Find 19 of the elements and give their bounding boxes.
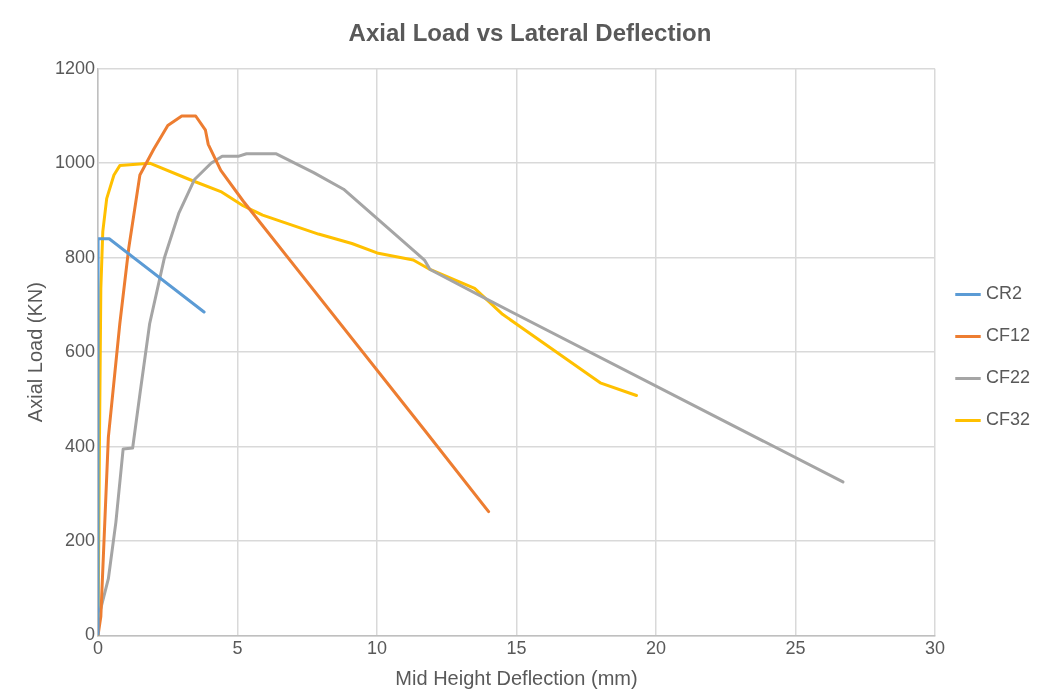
x-tick-label: 5 bbox=[232, 638, 243, 659]
y-tick-label: 1200 bbox=[55, 57, 96, 78]
y-tick-label: 400 bbox=[65, 435, 96, 456]
x-axis-title: Mid Height Deflection (mm) bbox=[395, 666, 638, 689]
x-tick-label: 25 bbox=[785, 638, 806, 659]
x-tick-label: 20 bbox=[645, 638, 667, 659]
y-axis-title: Axial Load (KN) bbox=[23, 282, 46, 423]
chart-title: Axial Load vs Lateral Deflection bbox=[348, 19, 712, 47]
x-tick-label: 30 bbox=[924, 638, 945, 659]
x-tick-label: 10 bbox=[367, 638, 388, 659]
y-tick-label: 200 bbox=[65, 529, 96, 550]
x-tick-label: 15 bbox=[506, 638, 527, 659]
y-tick-label: 1000 bbox=[55, 152, 96, 173]
legend-label: CR2 bbox=[985, 283, 1022, 304]
legend-label: CF32 bbox=[985, 409, 1030, 430]
legend-label: CF12 bbox=[985, 325, 1030, 346]
y-tick-label: 800 bbox=[65, 246, 96, 267]
y-tick-label: 600 bbox=[65, 341, 96, 362]
legend-label: CF22 bbox=[985, 367, 1030, 388]
